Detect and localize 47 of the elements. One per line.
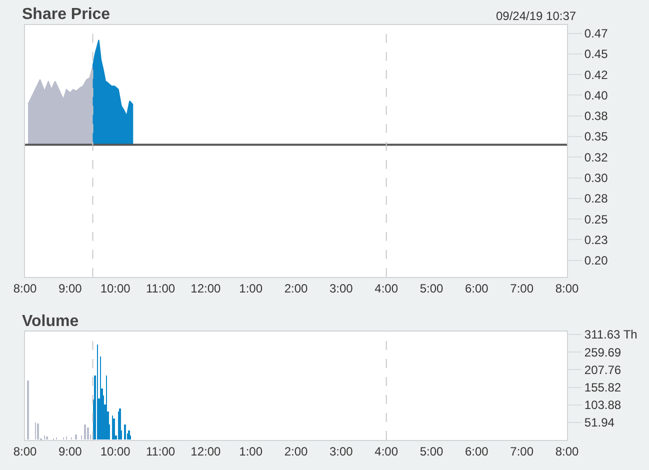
- x-tick-label: 8:00: [13, 444, 37, 458]
- x-tick-label: 1:00: [239, 444, 263, 458]
- y-tick-label: 0.45: [584, 47, 608, 62]
- x-tick-label: 2:00: [284, 281, 308, 296]
- x-tick-label: 3:00: [329, 444, 354, 458]
- y-tick-label: 0.35: [584, 130, 608, 144]
- y-tick-label: 0.40: [584, 88, 608, 102]
- x-tick-label: 10:00: [100, 281, 131, 296]
- y-tick-label: 0.32: [584, 150, 608, 164]
- y-tick-label: 0.28: [584, 192, 608, 206]
- chart-title: Volume: [22, 313, 79, 330]
- text: 09/24/19 10:37: [496, 9, 576, 23]
- x-tick-label: 6:00: [464, 444, 489, 458]
- x-tick-label: 8:00: [555, 281, 579, 296]
- y-tick-label: 0.23: [584, 232, 608, 247]
- x-tick-label: 8:00: [13, 281, 37, 296]
- x-tick-label: 7:00: [510, 444, 534, 458]
- x-tick-label: 11:00: [146, 281, 176, 296]
- x-tick-label: 9:00: [58, 281, 82, 296]
- y-tick-label: 0.25: [584, 212, 608, 226]
- x-tick-label: 4:00: [374, 281, 398, 296]
- y-tick-label: 0.42: [584, 68, 608, 82]
- x-tick-label: 2:00: [284, 444, 308, 458]
- x-tick-label: 4:00: [374, 444, 398, 458]
- x-tick-label: 12:00: [190, 281, 222, 296]
- chart-title: Share Price: [22, 6, 110, 23]
- x-tick-label: 1:00: [239, 281, 263, 296]
- x-tick-label: 3:00: [329, 281, 354, 296]
- y-tick-label: 311.63 Th: [584, 328, 638, 342]
- x-tick-label: 10:00: [100, 444, 131, 458]
- x-tick-label: 7:00: [510, 281, 534, 296]
- y-tick-label: 0.38: [584, 109, 608, 124]
- y-tick-label: 0.20: [584, 254, 608, 268]
- x-tick-label: 11:00: [146, 444, 176, 458]
- x-tick-label: 8:00: [555, 444, 579, 458]
- y-tick-label: 259.69: [584, 345, 622, 360]
- x-tick-label: 9:00: [58, 444, 82, 458]
- y-tick-label: 155.82: [584, 380, 622, 394]
- x-tick-label: 6:00: [464, 281, 489, 296]
- x-tick-label: 5:00: [420, 281, 444, 296]
- x-tick-label: 5:00: [420, 444, 444, 458]
- y-tick-label: 51.94: [584, 416, 615, 430]
- y-tick-label: 0.47: [584, 26, 608, 40]
- y-tick-label: 0.30: [584, 170, 608, 185]
- y-tick-label: 103.88: [584, 398, 622, 412]
- y-tick-label: 207.76: [584, 362, 622, 377]
- x-tick-label: 12:00: [190, 444, 222, 458]
